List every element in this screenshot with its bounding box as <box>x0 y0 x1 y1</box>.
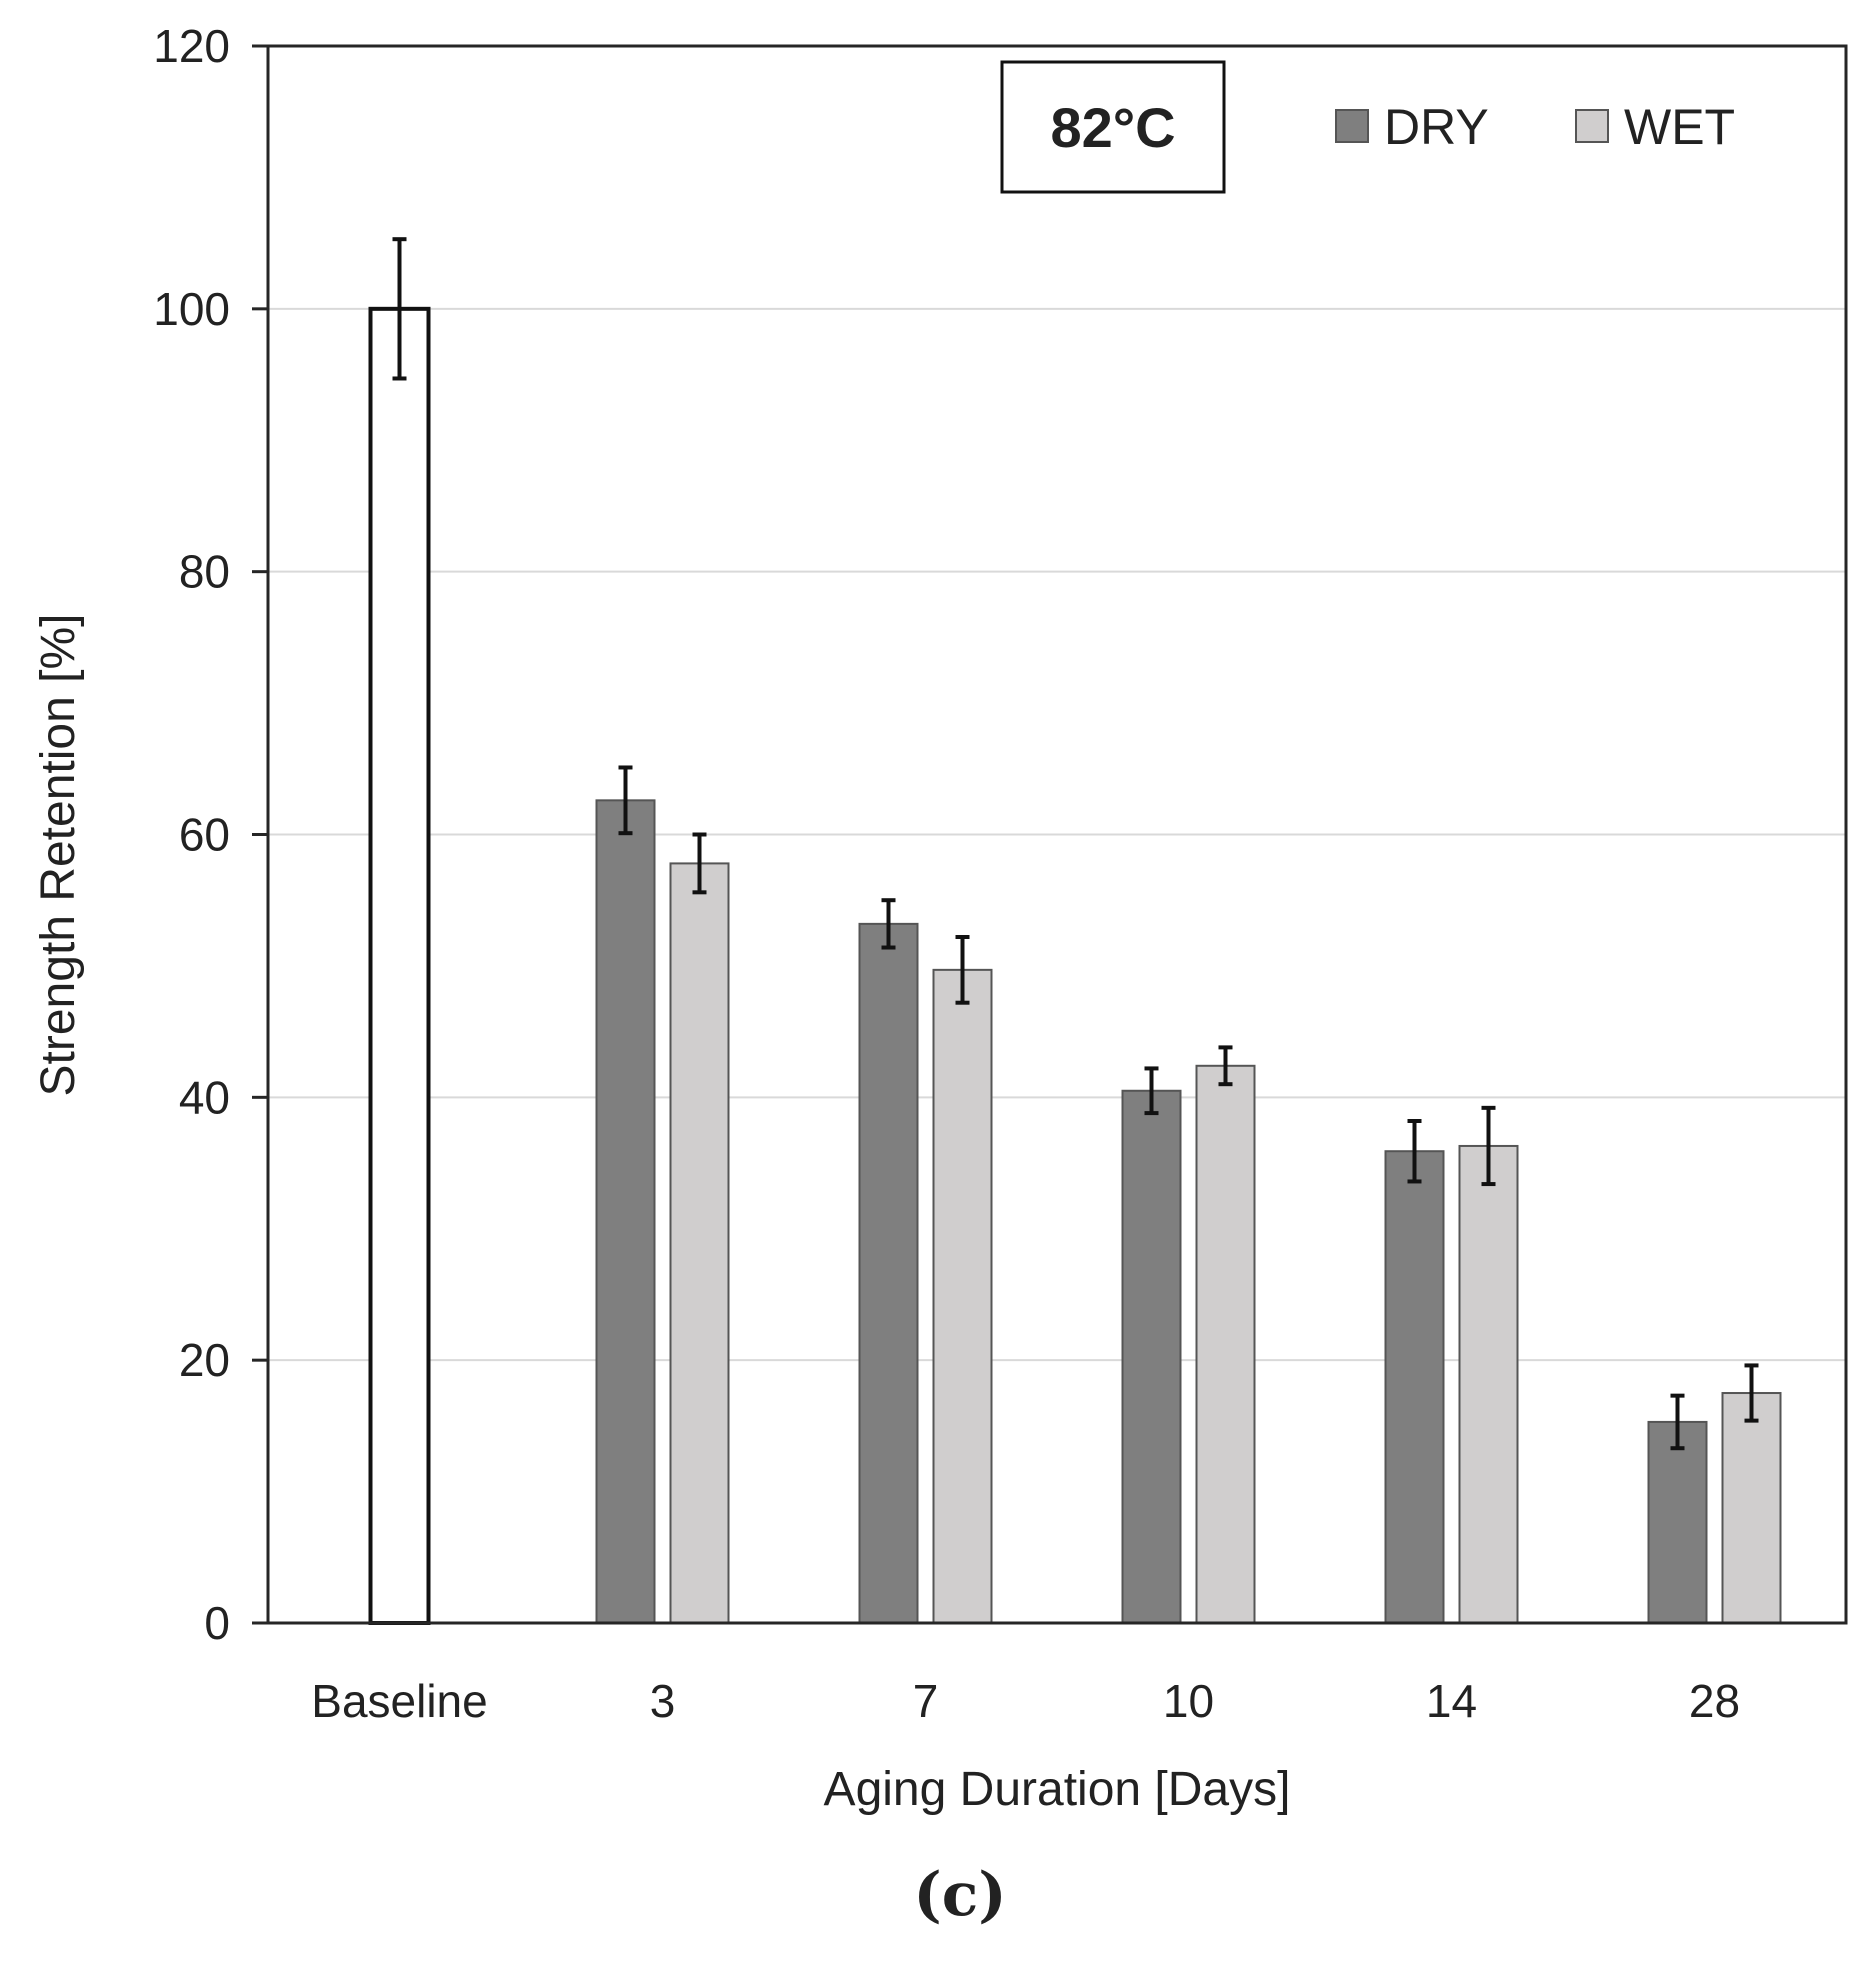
gridlines <box>252 44 1846 1625</box>
y-tick-labels: 0 20 40 60 80 100 120 <box>153 20 230 1649</box>
legend-label-dry: DRY <box>1384 99 1489 155</box>
bar-wet-3 <box>669 862 730 1624</box>
bar-baseline-Baseline <box>368 306 431 1625</box>
y-tick-label: 40 <box>179 1071 230 1123</box>
y-tick-label: 100 <box>153 283 230 335</box>
y-axis-title: Strength Retention [%] <box>32 614 85 1097</box>
y-tick-label: 20 <box>179 1334 230 1386</box>
annotation-box <box>1000 60 1226 194</box>
x-tick-label: 10 <box>1163 1675 1214 1727</box>
bar-wet-28 <box>1721 1392 1782 1625</box>
bar-dry-28 <box>1647 1420 1708 1624</box>
x-tick-labels: Baseline 3 7 10 14 28 <box>311 1675 1740 1727</box>
error-bars <box>392 237 1759 1451</box>
y-tick-label: 80 <box>179 546 230 598</box>
x-tick-label: 14 <box>1426 1675 1477 1727</box>
x-tick-label: Baseline <box>311 1675 487 1727</box>
bars <box>368 306 1782 1625</box>
legend-swatch-dry <box>1335 109 1369 143</box>
legend-label-wet: WET <box>1624 99 1735 155</box>
y-tick-label: 0 <box>204 1597 230 1649</box>
y-tick-label: 60 <box>179 809 230 861</box>
legend-swatch-wet <box>1575 109 1609 143</box>
plot-area-frame <box>266 44 1848 1625</box>
y-tick-label: 120 <box>153 20 230 72</box>
x-tick-label: 3 <box>650 1675 676 1727</box>
panel-label: (c) <box>913 1860 1006 1930</box>
legend: DRY WET <box>1335 99 1735 155</box>
annotation-text: 82°C <box>1050 96 1175 159</box>
temperature-annotation: 82°C <box>1000 60 1226 194</box>
bar-dry-14 <box>1384 1150 1445 1624</box>
bar-dry-3 <box>595 799 656 1624</box>
x-axis-title: Aging Duration [Days] <box>824 1763 1291 1816</box>
axes <box>266 44 1848 1625</box>
bar-wet-10 <box>1195 1064 1256 1624</box>
bar-dry-7 <box>858 922 919 1624</box>
bar-wet-7 <box>932 968 993 1624</box>
x-tick-label: 7 <box>913 1675 939 1727</box>
bar-dry-10 <box>1121 1089 1182 1624</box>
x-tick-label: 28 <box>1689 1675 1740 1727</box>
bar-wet-14 <box>1458 1144 1519 1625</box>
